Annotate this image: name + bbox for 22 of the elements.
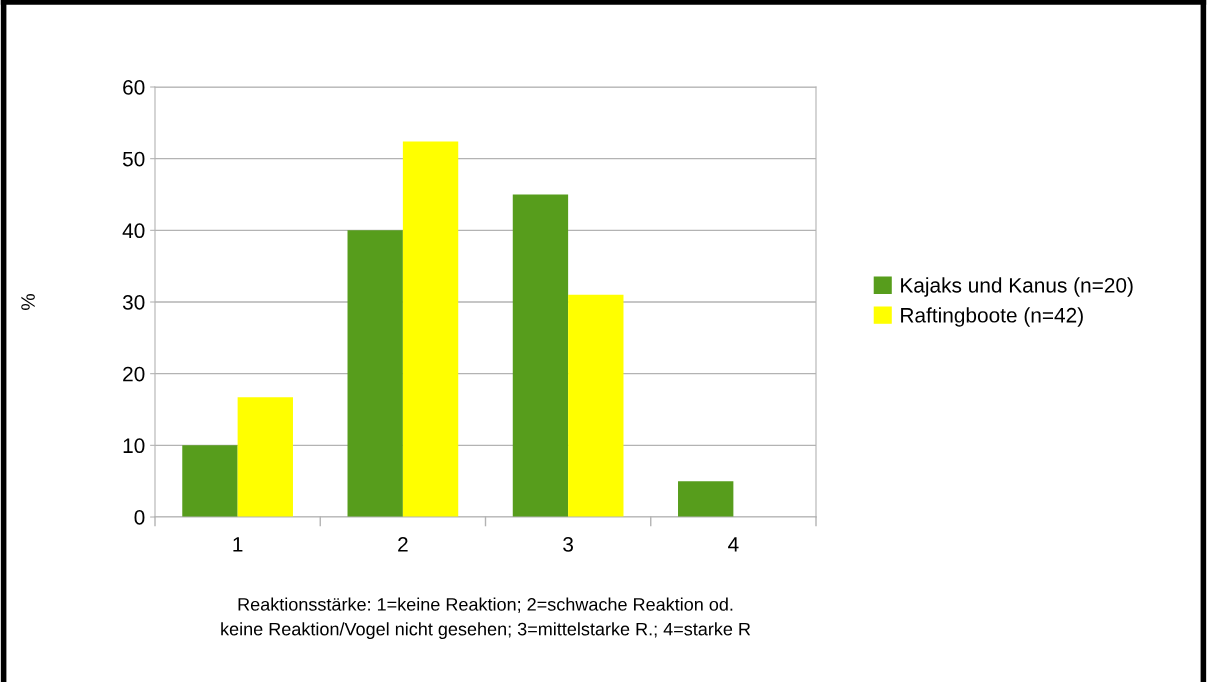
y-tick-label: 20 — [123, 366, 145, 382]
y-tick-label: 50 — [122, 151, 145, 167]
x-tick-label: 2 — [398, 536, 408, 552]
x-tick-label: 1 — [233, 537, 243, 552]
y-axis-title: % — [21, 294, 35, 310]
y-tick-label: 0 — [134, 510, 145, 525]
bar — [402, 141, 459, 517]
y-tick-label: 60 — [123, 80, 145, 95]
y-tick-label: 10 — [123, 438, 145, 454]
y-tick-label: 30 — [122, 295, 145, 310]
x-tick-label: 3 — [563, 536, 573, 552]
y-tick-label: 40 — [122, 223, 145, 239]
bar — [237, 397, 293, 517]
x-tick-label: 4 — [728, 537, 739, 552]
legend-label: Kajaks und Kanus (n=20) — [901, 277, 1133, 297]
x-axis-title: Reaktionsstärke: 1=keine Reaktion; 2=schwache Reaktion od. keine Reaktion/Vogel nicht gesehen; 3=mittelstarke R.; 4=starke R — [221, 597, 751, 640]
bar — [512, 194, 569, 517]
bar — [347, 230, 403, 517]
bar — [568, 294, 624, 517]
legend-label: Raftingboote (n=42) — [901, 307, 1083, 327]
bar — [182, 445, 238, 517]
bar — [678, 481, 734, 517]
